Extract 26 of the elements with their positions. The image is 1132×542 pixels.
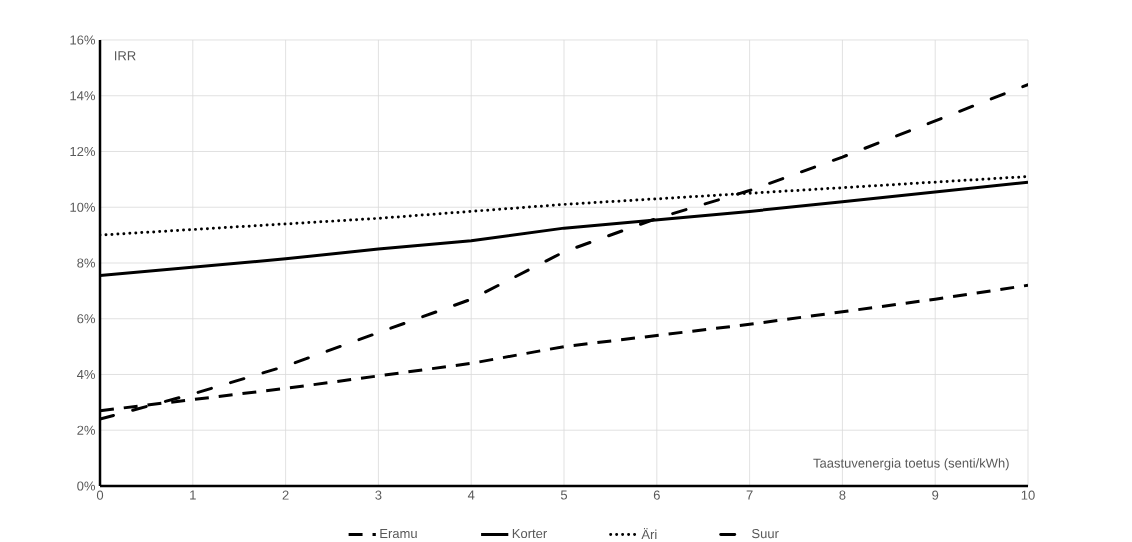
- legend-label: Suur: [752, 528, 779, 539]
- x-tick-label: 1: [190, 490, 196, 500]
- legend-label: Eramu: [380, 529, 417, 539]
- x-tick-label: 7: [746, 490, 753, 500]
- x-tick-label: 9: [932, 490, 939, 500]
- x-tick-label: 4: [467, 490, 475, 500]
- x-axis-title: Taastuvenergia toetus (senti/kWh): [813, 458, 1009, 471]
- y-tick-label: 0%: [77, 481, 96, 491]
- legend-label: Äri: [641, 528, 657, 539]
- legend-label: Korter: [512, 529, 547, 539]
- x-tick-label: 5: [560, 490, 568, 500]
- y-tick-label: 2%: [77, 425, 96, 435]
- y-tick-label: 10%: [70, 202, 96, 212]
- y-tick-label: 4%: [76, 369, 96, 380]
- y-tick-label: 8%: [77, 258, 96, 268]
- x-tick-label: 10: [1021, 490, 1035, 500]
- y-tick-label: 16%: [70, 35, 96, 45]
- x-tick-label: 6: [653, 490, 660, 500]
- x-tick-label: 8: [839, 490, 846, 500]
- y-tick-label: 14%: [70, 91, 96, 101]
- x-tick-label: 3: [375, 490, 382, 500]
- x-tick-label: 0: [96, 490, 104, 500]
- y-tick-label: 12%: [70, 146, 96, 157]
- y-axis-title: IRR: [115, 51, 136, 61]
- y-tick-label: 6%: [77, 314, 96, 324]
- x-tick-label: 2: [282, 490, 289, 500]
